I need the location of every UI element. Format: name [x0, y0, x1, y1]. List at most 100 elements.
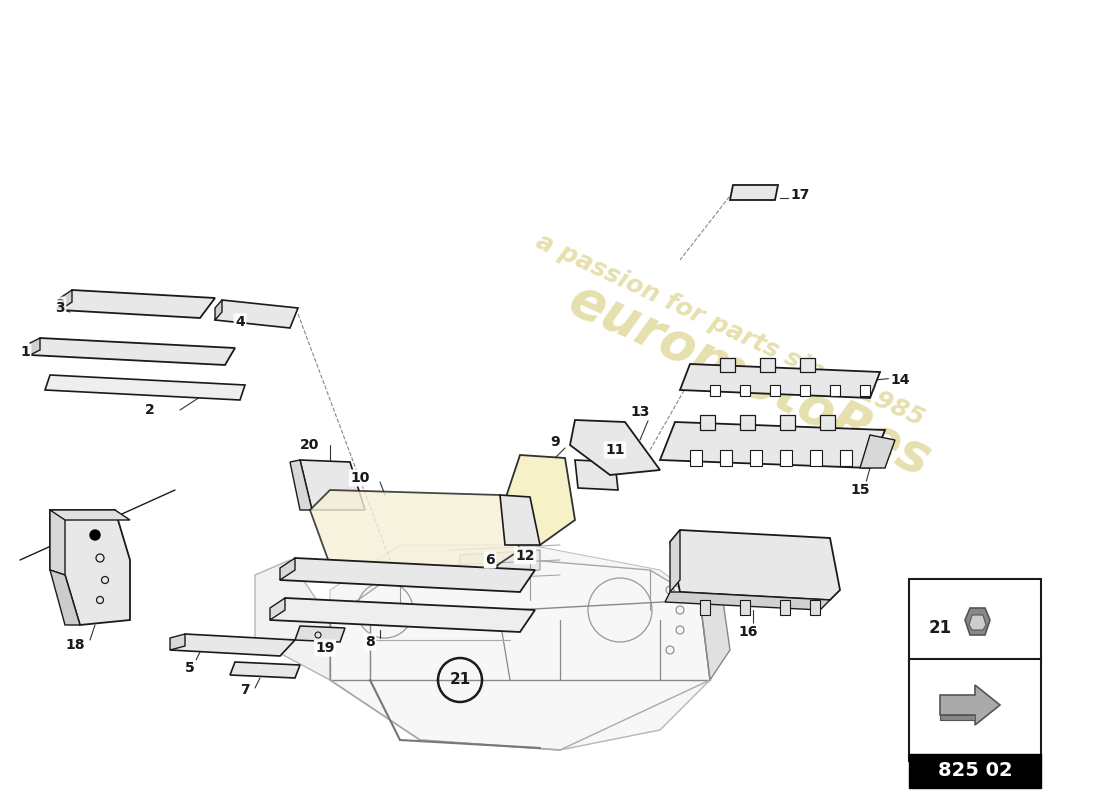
Polygon shape [50, 510, 130, 520]
FancyBboxPatch shape [909, 579, 1041, 661]
Text: 11: 11 [605, 443, 625, 457]
Text: 8: 8 [365, 635, 375, 649]
Text: 11: 11 [605, 443, 625, 457]
Polygon shape [60, 290, 215, 318]
Polygon shape [940, 685, 1000, 725]
Polygon shape [45, 375, 245, 400]
Text: 10: 10 [350, 471, 370, 485]
Polygon shape [760, 358, 775, 372]
Polygon shape [700, 415, 715, 430]
Text: 14: 14 [890, 373, 910, 387]
Polygon shape [30, 338, 235, 365]
Text: 12: 12 [515, 549, 535, 563]
Polygon shape [295, 626, 345, 642]
Text: 13: 13 [630, 405, 650, 419]
Text: 4: 4 [235, 315, 245, 329]
Text: 5: 5 [185, 661, 195, 675]
Text: 2: 2 [145, 403, 155, 417]
Text: 4: 4 [235, 315, 245, 329]
Text: 5: 5 [185, 661, 195, 675]
Polygon shape [255, 560, 330, 680]
Polygon shape [670, 530, 680, 592]
Polygon shape [60, 290, 72, 310]
Polygon shape [965, 608, 990, 635]
Text: 9: 9 [550, 435, 560, 449]
Text: a passion for parts since 1985: a passion for parts since 1985 [532, 229, 928, 431]
Polygon shape [460, 550, 540, 575]
Polygon shape [740, 415, 755, 430]
Polygon shape [50, 510, 130, 625]
Polygon shape [270, 598, 535, 632]
Text: 16: 16 [738, 625, 758, 639]
Polygon shape [300, 460, 365, 510]
Polygon shape [330, 545, 700, 620]
Polygon shape [690, 450, 702, 466]
Polygon shape [505, 455, 575, 545]
Polygon shape [710, 385, 720, 396]
Polygon shape [570, 420, 660, 475]
Polygon shape [170, 634, 185, 650]
Text: 20: 20 [300, 438, 320, 452]
Polygon shape [214, 300, 222, 320]
Text: 3: 3 [55, 301, 65, 315]
Polygon shape [500, 495, 540, 545]
Polygon shape [50, 570, 80, 625]
Text: 19: 19 [316, 641, 334, 655]
Polygon shape [750, 450, 762, 466]
Polygon shape [270, 598, 285, 620]
Polygon shape [800, 385, 810, 396]
Polygon shape [290, 460, 312, 510]
Polygon shape [940, 715, 975, 720]
FancyBboxPatch shape [909, 754, 1041, 788]
Polygon shape [840, 450, 852, 466]
Polygon shape [170, 634, 295, 656]
Polygon shape [280, 558, 295, 580]
Text: 20: 20 [300, 438, 320, 452]
Text: 18: 18 [65, 638, 85, 652]
Text: 17: 17 [790, 188, 810, 202]
Text: 18: 18 [65, 638, 85, 652]
Text: 7: 7 [240, 683, 250, 697]
Polygon shape [810, 450, 822, 466]
Polygon shape [700, 580, 730, 680]
Polygon shape [800, 358, 815, 372]
Text: 21: 21 [928, 619, 952, 637]
Polygon shape [780, 450, 792, 466]
Text: 15: 15 [850, 483, 870, 497]
Text: 1: 1 [20, 345, 30, 359]
Polygon shape [50, 510, 65, 575]
Polygon shape [330, 560, 710, 750]
Polygon shape [214, 300, 298, 328]
Text: 825 02: 825 02 [937, 762, 1012, 781]
Polygon shape [770, 385, 780, 396]
Polygon shape [860, 435, 895, 468]
Polygon shape [740, 385, 750, 396]
Text: 2: 2 [145, 403, 155, 417]
Text: 12: 12 [515, 548, 535, 562]
Polygon shape [860, 385, 870, 396]
FancyBboxPatch shape [909, 659, 1041, 761]
Polygon shape [30, 338, 40, 355]
Polygon shape [740, 600, 750, 615]
Polygon shape [680, 364, 880, 398]
Polygon shape [720, 450, 732, 466]
Polygon shape [780, 600, 790, 615]
Polygon shape [666, 592, 830, 610]
Text: 21: 21 [450, 673, 471, 687]
Text: 10: 10 [350, 471, 370, 485]
Text: 15: 15 [850, 483, 870, 497]
Text: 14: 14 [890, 373, 910, 387]
Polygon shape [810, 600, 820, 615]
Text: 1: 1 [20, 345, 30, 359]
Text: 6: 6 [485, 553, 495, 567]
Text: 16: 16 [738, 625, 758, 639]
Polygon shape [830, 385, 840, 396]
Text: 8: 8 [365, 635, 375, 649]
Polygon shape [700, 600, 710, 615]
Circle shape [90, 530, 100, 540]
Text: 17: 17 [790, 188, 810, 202]
Polygon shape [310, 490, 520, 570]
Text: 19: 19 [316, 641, 334, 655]
Polygon shape [780, 415, 795, 430]
Text: 9: 9 [550, 435, 560, 449]
